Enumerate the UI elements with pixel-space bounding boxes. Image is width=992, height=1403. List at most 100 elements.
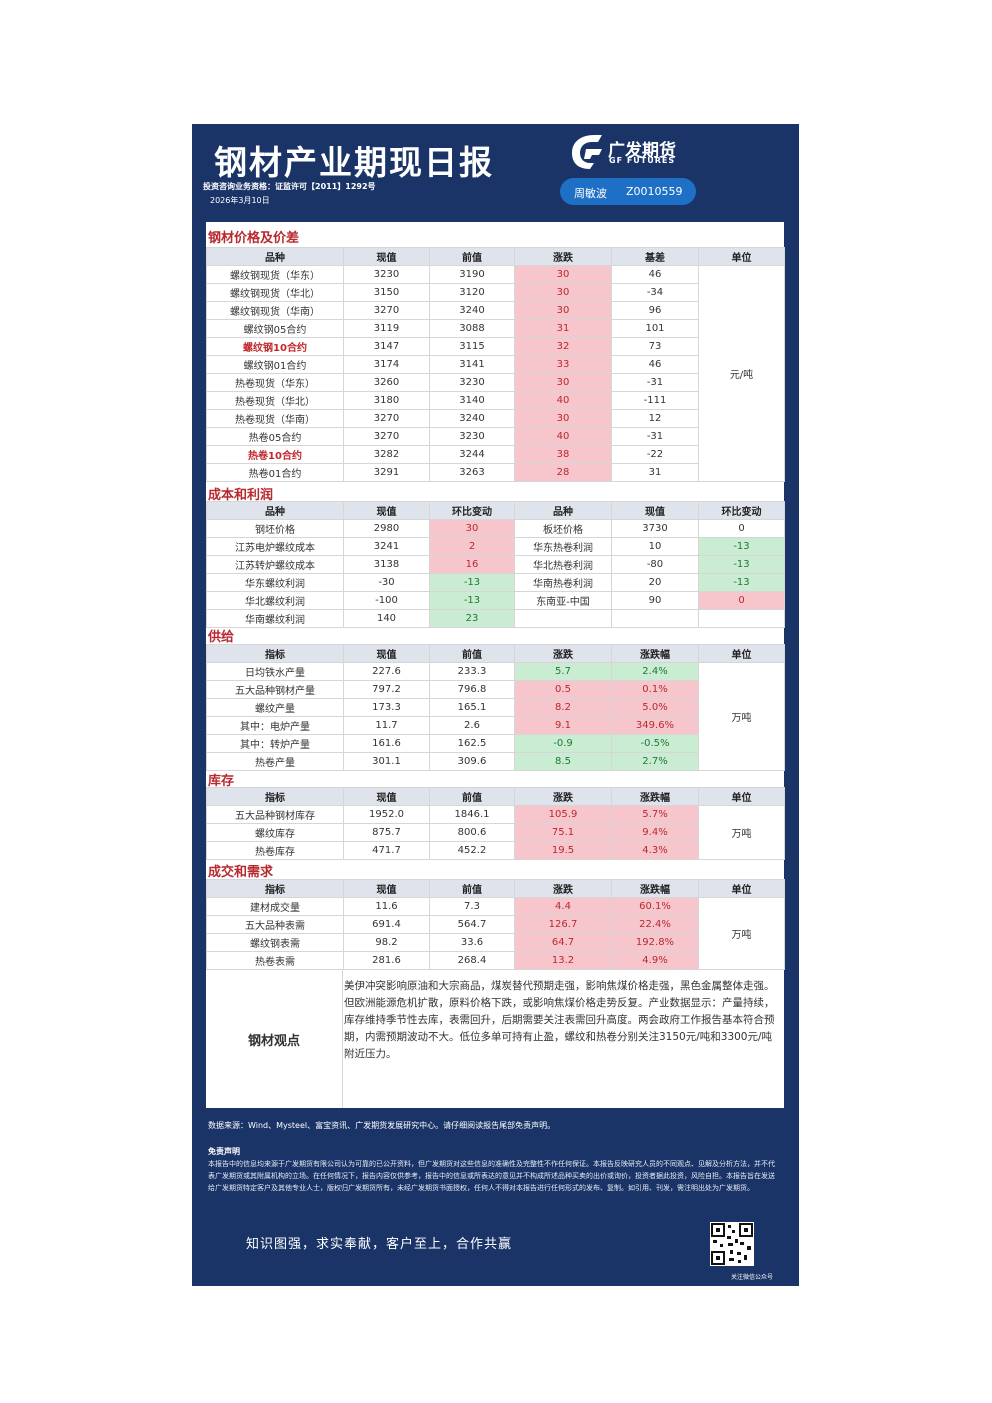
column-header: 品种 [206, 247, 344, 266]
basis-value: 96 [611, 301, 699, 320]
table-row: 江苏电炉螺纹成本 3241 2 华东热卷利润 10 -13 [206, 537, 785, 556]
disclaimer-title: 免责声明 [208, 1147, 240, 1156]
item-name: 其中：转炉产量 [206, 734, 344, 753]
table-row: 热卷01合约 3291 3263 28 31 [206, 463, 785, 482]
column-header: 涨跌幅 [611, 787, 699, 806]
supply-table: 指标 现值 前值 涨跌 涨跌幅 单位 日均铁水产量 227.6 233.3 5.… [206, 644, 785, 771]
view-panel [206, 970, 784, 1108]
current-value: 3730 [611, 519, 699, 538]
column-header: 单位 [698, 247, 785, 266]
current-value: 3291 [343, 463, 430, 482]
column-header: 现值 [611, 501, 699, 520]
column-header: 前值 [429, 787, 515, 806]
table-row: 螺纹钢表需 98.2 33.6 64.7 192.8% [206, 933, 785, 952]
table-row: 其中：转炉产量 161.6 162.5 -0.9 -0.5% [206, 734, 785, 753]
item-name: 江苏电炉螺纹成本 [206, 537, 344, 556]
column-header: 涨跌幅 [611, 879, 699, 898]
change-value: 33 [514, 355, 612, 374]
current-value: -30 [343, 573, 430, 592]
change-pct: 4.3% [611, 841, 699, 860]
current-value: 3119 [343, 319, 430, 338]
analyst-name: 周敏波 [574, 187, 607, 200]
previous-value: 33.6 [429, 933, 515, 952]
section-title-supply: 供给 [208, 630, 235, 645]
column-header: 现值 [343, 879, 430, 898]
current-value: 3147 [343, 337, 430, 356]
change-pct: 60.1% [611, 897, 699, 916]
change-value [698, 609, 785, 628]
data-source: 数据来源：Wind、Mysteel、富宝资讯、广发期货发展研究中心。请仔细阅读报… [208, 1121, 556, 1130]
unit-cell: 万吨 [698, 897, 785, 970]
change-pct: 349.6% [611, 716, 699, 735]
item-name: 华南热卷利润 [514, 573, 612, 592]
change-value: 40 [514, 427, 612, 446]
change-value: 64.7 [514, 933, 612, 952]
current-value: 3260 [343, 373, 430, 392]
previous-value: 564.7 [429, 915, 515, 934]
column-header: 环比变动 [698, 501, 785, 520]
section-title-demand: 成交和需求 [208, 865, 274, 880]
change-value: 30 [514, 373, 612, 392]
previous-value: 268.4 [429, 951, 515, 970]
change-pct: 4.9% [611, 951, 699, 970]
column-header: 指标 [206, 644, 344, 663]
item-name: 螺纹库存 [206, 823, 344, 842]
basis-value: 46 [611, 355, 699, 374]
change-value: -0.9 [514, 734, 612, 753]
previous-value: 3240 [429, 301, 515, 320]
current-value: 281.6 [343, 951, 430, 970]
item-name: 华北螺纹利润 [206, 591, 344, 610]
item-name: 螺纹产量 [206, 698, 344, 717]
basis-value: -31 [611, 373, 699, 392]
table-row: 螺纹钢现货（华北） 3150 3120 30 -34 [206, 283, 785, 302]
table-row: 华东螺纹利润 -30 -13 华南热卷利润 20 -13 [206, 573, 785, 592]
price-table: 品种 现值 前值 涨跌 基差 单位 螺纹钢现货（华东） 3230 3190 30… [206, 247, 785, 482]
change-value: 30 [514, 409, 612, 428]
current-value: 3180 [343, 391, 430, 410]
column-header: 基差 [611, 247, 699, 266]
previous-value: 800.6 [429, 823, 515, 842]
qr-code-icon [710, 1222, 754, 1266]
change-value: -13 [429, 591, 515, 610]
qr-caption: 关注微信公众号 [731, 1274, 774, 1281]
logo-chinese: 广发期货 [608, 141, 676, 161]
current-value: 301.1 [343, 752, 430, 771]
previous-value: 3120 [429, 283, 515, 302]
current-value: 2980 [343, 519, 430, 538]
item-name-highlighted: 热卷10合约 [206, 445, 344, 464]
column-header: 品种 [206, 501, 344, 520]
item-name: 螺纹钢01合约 [206, 355, 344, 374]
demand-table: 指标 现值 前值 涨跌 涨跌幅 单位 建材成交量 11.6 7.3 4.4 60… [206, 879, 785, 970]
current-value: 11.6 [343, 897, 430, 916]
table-row: 热卷05合约 3270 3230 40 -31 [206, 427, 785, 446]
item-name: 热卷表需 [206, 951, 344, 970]
current-value: 3174 [343, 355, 430, 374]
unit-cell: 元/吨 [698, 265, 785, 482]
change-value: 4.4 [514, 897, 612, 916]
column-header: 单位 [698, 787, 785, 806]
table-row: 热卷10合约 3282 3244 38 -22 [206, 445, 785, 464]
current-value [611, 609, 699, 628]
item-name: 热卷05合约 [206, 427, 344, 446]
report-title: 钢材产业期现日报 [214, 143, 494, 182]
slogan: 知识图强，求实奉献，客户至上，合作共赢 [246, 1237, 513, 1252]
basis-value: 101 [611, 319, 699, 338]
item-name: 建材成交量 [206, 897, 344, 916]
view-text: 美伊冲突影响原油和大宗商品，煤炭替代预期走强，影响焦煤价格走强，黑色金属整体走强… [344, 980, 775, 1060]
basis-value: -34 [611, 283, 699, 302]
view-label: 钢材观点 [247, 1033, 300, 1049]
column-header: 前值 [429, 247, 515, 266]
table-row: 热卷库存 471.7 452.2 19.5 4.3% [206, 841, 785, 860]
table-row: 热卷产量 301.1 309.6 8.5 2.7% [206, 752, 785, 771]
change-value: -13 [698, 537, 785, 556]
report-date: 2026年3月10日 [210, 196, 270, 205]
table-row: 五大品种表需 691.4 564.7 126.7 22.4% [206, 915, 785, 934]
change-value: 5.7 [514, 662, 612, 681]
table-row: 热卷表需 281.6 268.4 13.2 4.9% [206, 951, 785, 970]
change-value: 28 [514, 463, 612, 482]
change-value: 9.1 [514, 716, 612, 735]
basis-value: 73 [611, 337, 699, 356]
table-row: 华北螺纹利润 -100 -13 东南亚-中国 90 0 [206, 591, 785, 610]
previous-value: 3190 [429, 265, 515, 284]
previous-value: 3240 [429, 409, 515, 428]
